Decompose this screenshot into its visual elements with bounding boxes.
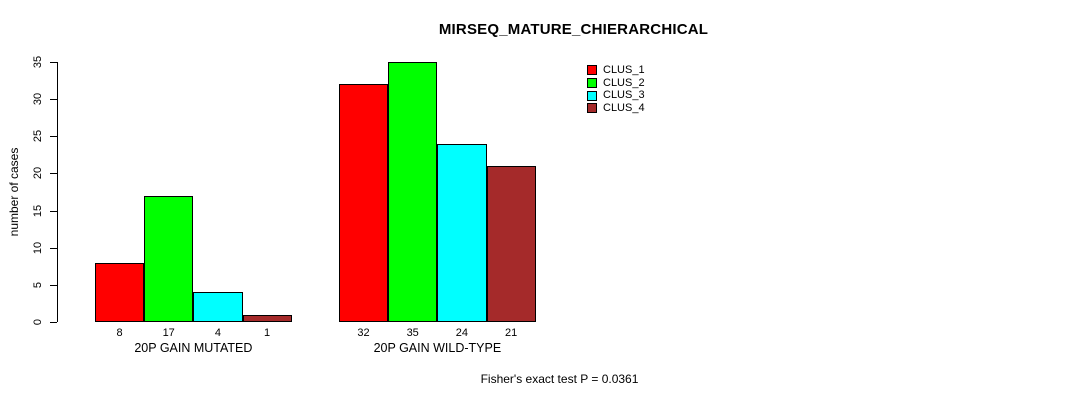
bar-clus_1-group1	[95, 262, 145, 322]
legend-swatch-clus_4	[587, 103, 597, 114]
y-tick-mark	[50, 211, 57, 212]
bar-value-label: 4	[214, 327, 221, 339]
y-tick-label: 5	[32, 281, 44, 289]
y-tick-mark	[50, 136, 57, 137]
bar-value-label: 35	[406, 327, 419, 339]
bar-clus_3-group2	[437, 143, 487, 322]
bar-clus_1-group2	[339, 84, 389, 322]
legend-swatch-clus_3	[587, 90, 597, 101]
bar-clus_4-group2	[486, 166, 536, 322]
bar-clus_3-group1	[193, 292, 243, 322]
bar-clus_4-group1	[242, 314, 292, 322]
y-tick-label: 0	[32, 318, 44, 326]
y-axis-label: number of cases	[7, 147, 21, 237]
x-group-label-2: 20P GAIN WILD-TYPE	[373, 341, 502, 355]
bar-clus_2-group2	[388, 62, 438, 322]
legend-row: CLUS_4	[587, 102, 645, 115]
legend-swatch-clus_2	[587, 78, 597, 89]
y-tick-mark	[50, 173, 57, 174]
bar-value-label: 21	[504, 327, 518, 339]
bar-clus_2-group1	[144, 195, 194, 322]
bar-value-label: 32	[357, 327, 370, 339]
legend-row: CLUS_2	[587, 77, 645, 90]
legend-row: CLUS_3	[587, 89, 645, 102]
y-tick-label: 25	[32, 129, 44, 143]
y-tick-label: 30	[32, 92, 44, 106]
stat-test-caption: Fisher's exact test P = 0.0361	[480, 372, 639, 386]
bar-value-label: 8	[116, 327, 123, 339]
legend-row: CLUS_1	[587, 64, 645, 77]
bar-value-label: 24	[455, 327, 469, 339]
x-group-label-1: 20P GAIN MUTATED	[134, 341, 253, 355]
y-tick-label: 35	[32, 55, 44, 69]
y-tick-mark	[50, 285, 57, 286]
legend-label: CLUS_4	[603, 101, 645, 114]
legend: CLUS_1 CLUS_2 CLUS_3 CLUS_4	[587, 64, 645, 115]
y-tick-mark	[50, 99, 57, 100]
y-tick-label: 20	[32, 166, 44, 180]
y-tick-mark	[50, 62, 57, 63]
legend-label: CLUS_3	[603, 89, 645, 102]
legend-label: CLUS_1	[603, 63, 645, 76]
legend-label: CLUS_2	[603, 76, 645, 89]
y-axis-line	[57, 62, 58, 322]
chart-title: MIRSEQ_MATURE_CHIERARCHICAL	[438, 21, 709, 38]
y-tick-label: 15	[32, 204, 44, 218]
legend-swatch-clus_1	[587, 65, 597, 76]
bar-value-label: 1	[264, 327, 271, 339]
bar-value-label: 17	[162, 327, 175, 339]
y-tick-mark	[50, 248, 57, 249]
y-tick-mark	[50, 322, 57, 323]
y-tick-label: 10	[32, 241, 44, 255]
